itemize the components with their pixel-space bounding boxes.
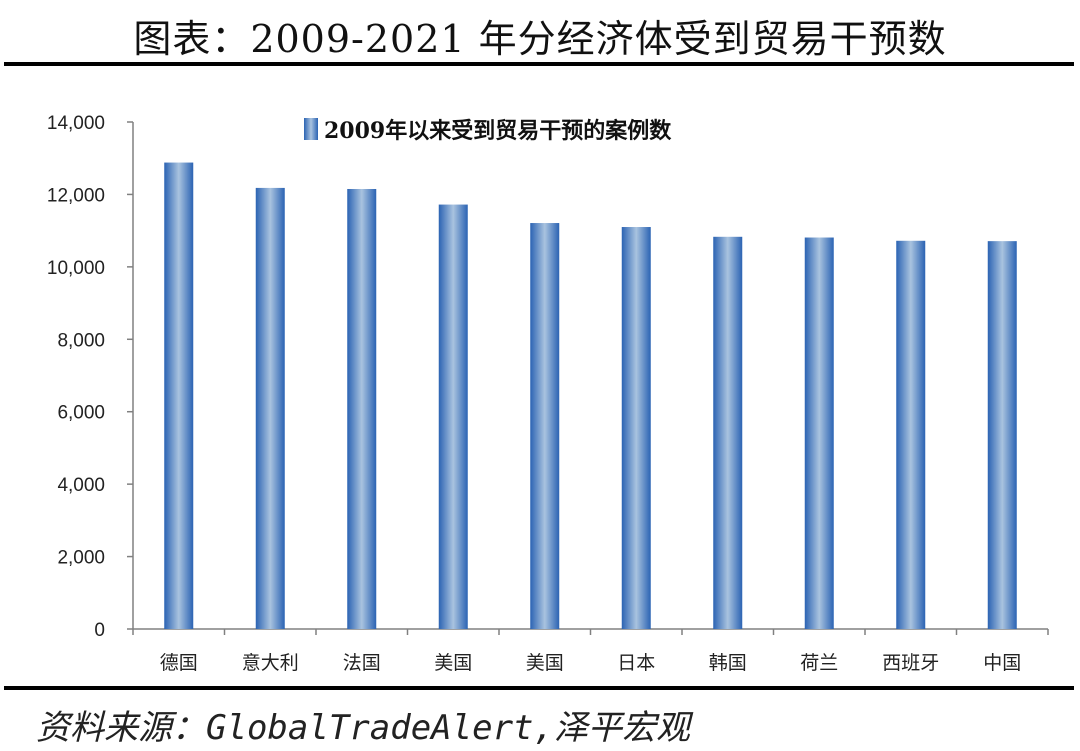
top-rule: [4, 62, 1074, 66]
bar: [713, 236, 743, 629]
y-tick-label: 12,000: [47, 185, 105, 206]
y-tick-label: 6,000: [57, 403, 105, 424]
x-tick-label: 西班牙: [882, 652, 939, 674]
bar: [987, 241, 1017, 629]
y-tick-label: 4,000: [57, 475, 105, 496]
source-note: 资料来源：GlobalTradeAlert,泽平宏观: [36, 708, 690, 748]
bar: [164, 162, 194, 629]
bar-chart: 02,0004,0006,0008,00010,00012,00014,000 …: [47, 113, 1049, 674]
y-tick-label: 8,000: [57, 330, 105, 351]
x-tick-label: 德国: [160, 652, 198, 674]
x-tick-label: 法国: [343, 652, 381, 674]
bar: [347, 188, 377, 629]
x-tick-labels: 德国 意大利 法国 美国 美国 日本 韩国 荷兰 西班牙 中国: [160, 652, 1022, 674]
y-tick-label: 14,000: [47, 113, 105, 134]
bar: [621, 227, 651, 629]
x-tick-label: 日本: [617, 652, 655, 674]
x-tick-label: 美国: [526, 652, 564, 674]
bars: [164, 162, 1017, 630]
bar: [896, 240, 926, 630]
legend-swatch: [304, 118, 318, 140]
bar: [804, 237, 834, 630]
y-tick-labels: 0 2,000 4,000 6,000 8,000 10,000 12,000 14,000: [47, 113, 105, 641]
bar: [530, 223, 560, 630]
bar: [438, 204, 468, 629]
legend: 2009年以来受到贸易干预的案例数: [304, 118, 672, 144]
y-tick-label: 0: [94, 620, 105, 641]
bar: [255, 187, 285, 629]
x-tick-label: 意大利: [242, 652, 299, 674]
x-tick-label: 美国: [434, 652, 472, 674]
x-tick-label: 荷兰: [800, 652, 838, 674]
axes: [127, 121, 1049, 635]
legend-label: 2009年以来受到贸易干预的案例数: [324, 118, 672, 144]
y-tick-label: 2,000: [57, 548, 105, 569]
y-tick-label: 10,000: [47, 258, 105, 279]
x-tick-label: 中国: [983, 652, 1021, 674]
bottom-rule: [4, 686, 1074, 690]
x-tick-label: 韩国: [709, 652, 747, 674]
figure-title: 图表：2009-2021 年分经济体受到贸易干预数: [133, 17, 947, 61]
